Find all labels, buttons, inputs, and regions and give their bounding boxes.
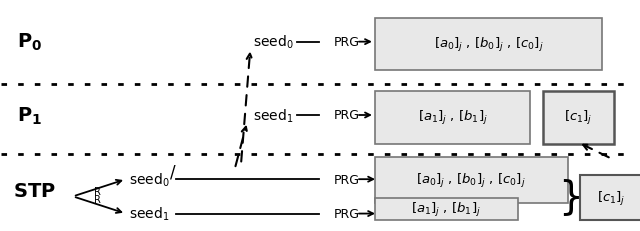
FancyBboxPatch shape — [543, 91, 614, 144]
Text: $\mathbf{STP}$: $\mathbf{STP}$ — [13, 181, 55, 200]
Text: seed$_1$: seed$_1$ — [129, 205, 170, 222]
FancyBboxPatch shape — [375, 198, 518, 220]
Text: PRG: PRG — [334, 109, 360, 122]
FancyBboxPatch shape — [375, 18, 602, 71]
Text: PRG: PRG — [334, 36, 360, 49]
Text: R: R — [95, 186, 101, 196]
Text: PRG: PRG — [334, 173, 360, 186]
Text: $\mathbf{P_1}$: $\mathbf{P_1}$ — [17, 105, 42, 126]
Text: seed$_0$: seed$_0$ — [253, 34, 294, 51]
Text: $[c_1]_j$: $[c_1]_j$ — [597, 189, 625, 207]
FancyBboxPatch shape — [375, 158, 568, 203]
FancyBboxPatch shape — [580, 175, 640, 220]
Text: $[a_1]_j$ , $[b_1]_j$: $[a_1]_j$ , $[b_1]_j$ — [417, 109, 488, 127]
Text: seed$_0$: seed$_0$ — [129, 171, 170, 188]
Text: /: / — [170, 163, 175, 181]
Text: $[c_1]_j$: $[c_1]_j$ — [564, 109, 593, 127]
Text: PRG: PRG — [334, 207, 360, 220]
Text: $[a_0]_j$ , $[b_0]_j$ , $[c_0]_j$: $[a_0]_j$ , $[b_0]_j$ , $[c_0]_j$ — [433, 36, 543, 54]
FancyBboxPatch shape — [375, 91, 531, 144]
Text: seed$_1$: seed$_1$ — [253, 107, 294, 124]
Text: }: } — [559, 178, 583, 216]
Text: $[a_1]_j$ , $[b_1]_j$: $[a_1]_j$ , $[b_1]_j$ — [412, 200, 481, 218]
Text: R: R — [95, 194, 101, 204]
Text: $[a_0]_j$ , $[b_0]_j$ , $[c_0]_j$: $[a_0]_j$ , $[b_0]_j$ , $[c_0]_j$ — [417, 172, 526, 189]
Text: $\mathbf{P_0}$: $\mathbf{P_0}$ — [17, 32, 42, 53]
